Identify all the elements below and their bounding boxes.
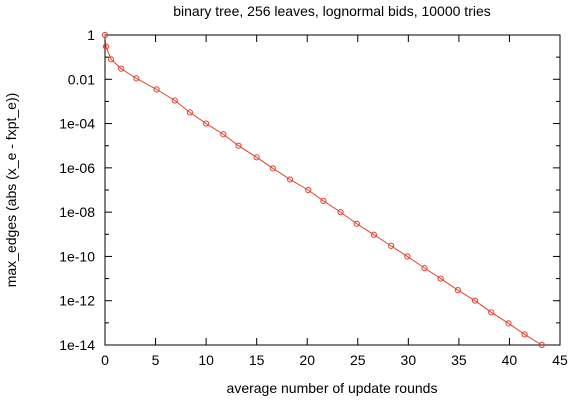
- data-point: [505, 320, 512, 327]
- data-point: [203, 120, 210, 127]
- data-point: [186, 109, 194, 116]
- chart-title: binary tree, 256 leaves, lognormal bids,…: [173, 3, 491, 19]
- y-axis-label: max_edges (abs (x_e - fxpt_e)): [3, 93, 19, 288]
- y-tick-label: 1e-10: [59, 248, 95, 264]
- x-tick-label: 35: [451, 352, 467, 368]
- x-tick-label: 5: [152, 352, 160, 368]
- data-point: [353, 220, 360, 227]
- x-tick-label: 25: [350, 352, 366, 368]
- data-point: [101, 31, 109, 39]
- y-tick-label: 1: [87, 27, 95, 43]
- data-point: [421, 264, 428, 272]
- y-tick-label: 1e-08: [59, 204, 95, 220]
- data-point: [305, 186, 312, 194]
- x-axis-label: average number of update rounds: [227, 380, 438, 396]
- data-point: [370, 231, 378, 238]
- data-point: [286, 176, 294, 183]
- data-point: [454, 287, 461, 294]
- data-point: [118, 65, 125, 72]
- y-tick-label: 0.01: [68, 71, 95, 87]
- data-point: [102, 43, 110, 50]
- data-point: [153, 86, 160, 93]
- x-tick-label: 10: [198, 352, 214, 368]
- data-point: [388, 242, 395, 249]
- data-point: [253, 154, 260, 161]
- x-tick-label: 20: [299, 352, 315, 368]
- data-point: [404, 253, 411, 260]
- data-point: [171, 97, 178, 104]
- x-tick-label: 30: [401, 352, 417, 368]
- y-tick-label: 1e-04: [59, 116, 95, 132]
- y-tick-label: 1e-12: [59, 293, 95, 309]
- plot-area: 0 5 10 15 20 25 30 35 40 45 1 0.01 1e-04 1e-06 1e-08 1e…: [59, 27, 568, 368]
- x-tick-label: 40: [502, 352, 518, 368]
- y-tick-label: 1e-14: [59, 337, 95, 353]
- data-point: [220, 131, 227, 138]
- series-line: [104, 34, 543, 346]
- data-point: [538, 341, 545, 349]
- data-point: [269, 165, 276, 172]
- data-point: [437, 275, 444, 282]
- data-point: [107, 56, 115, 63]
- y-tick-label: 1e-06: [59, 160, 95, 176]
- x-tick-label: 45: [552, 352, 568, 368]
- data-point: [133, 75, 140, 82]
- x-tick-label: 15: [249, 352, 265, 368]
- data-point: [488, 309, 495, 316]
- data-point: [320, 197, 327, 205]
- x-tick-label: 0: [101, 352, 109, 368]
- data-point: [337, 209, 344, 216]
- data-point: [235, 142, 242, 149]
- data-point: [521, 331, 528, 338]
- data-point: [471, 297, 479, 304]
